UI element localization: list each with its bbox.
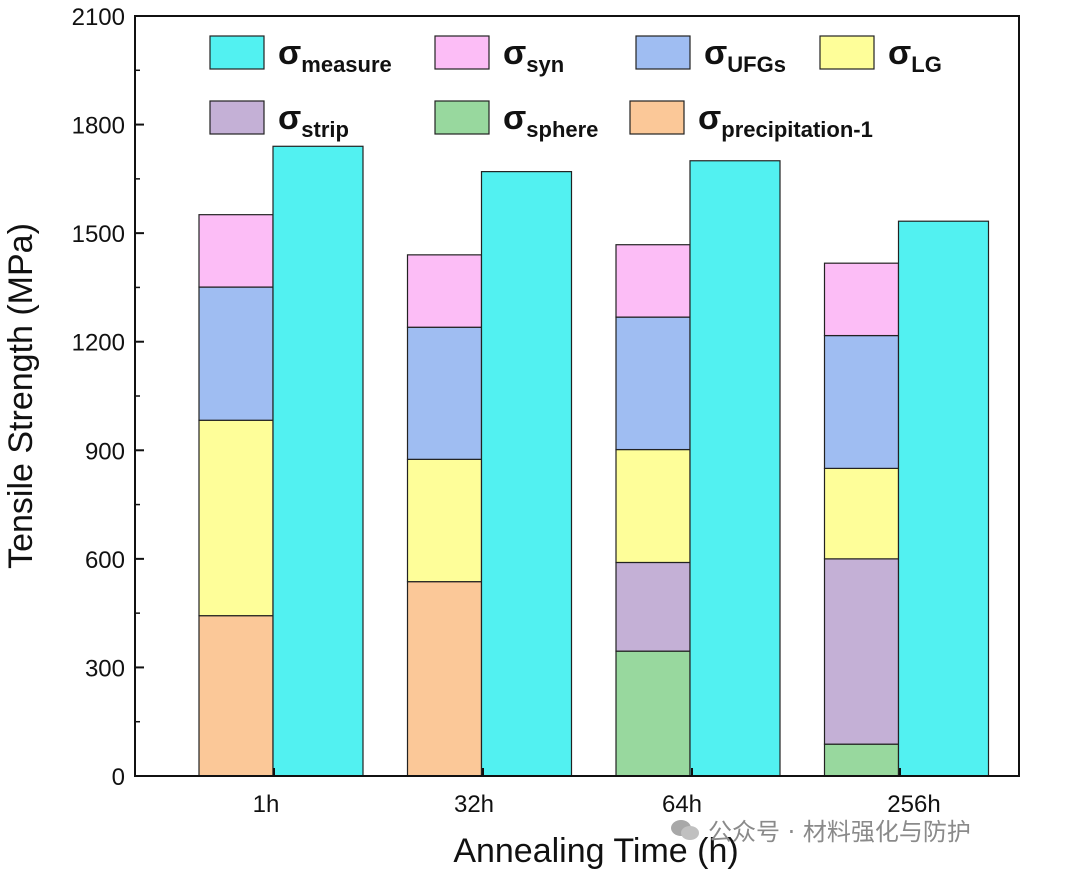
y-tick-label-300: 300: [85, 655, 125, 682]
bar-LG-64h: [615, 448, 691, 564]
bar-UFGs-64h: [615, 316, 691, 451]
watermark: 公众号 · 材料强化与防护: [670, 812, 971, 847]
legend-label-strip: σstrip: [278, 99, 349, 142]
y-tick-label-900: 900: [85, 438, 125, 465]
x-tick-label-64h: 64h: [662, 791, 702, 818]
legend-label-sphere: σsphere: [503, 99, 598, 142]
y-tick-label-600: 600: [85, 547, 125, 574]
bar-syn-64h: [615, 244, 691, 318]
y-axis-title: Tensile Strength (MPa): [2, 223, 40, 569]
bar-UFGs-1h: [198, 286, 274, 421]
bar-syn-32h: [406, 254, 483, 328]
legend-label-LG: σLG: [888, 34, 942, 77]
x-tick-label-256h: 256h: [887, 791, 940, 818]
y-tick-label-2100: 2100: [72, 4, 125, 31]
legend-swatch-measure: [209, 35, 265, 70]
watermark-text: 公众号 · 材料强化与防护: [708, 818, 971, 846]
legend-swatch-sphere: [434, 100, 490, 135]
y-tick-label-1800: 1800: [72, 113, 125, 140]
bar-LG-1h: [198, 419, 274, 617]
legend-swatch-syn: [434, 35, 490, 70]
bar-precipitation-1h: [198, 615, 274, 777]
bar-LG-256h: [823, 467, 900, 560]
legend-label-precipitation: σprecipitation-1: [698, 99, 873, 142]
bar-precipitation-32h: [406, 581, 483, 777]
bar-measure-32h: [480, 171, 573, 777]
bar-syn-1h: [198, 214, 274, 288]
bar-syn-256h: [823, 262, 900, 337]
x-tick-label-1h: 1h: [253, 791, 280, 818]
legend-label-measure: σmeasure: [278, 34, 392, 77]
bar-measure-1h: [272, 145, 364, 777]
bar-measure-64h: [689, 160, 781, 777]
y-tick-label-1500: 1500: [72, 221, 125, 248]
bar-LG-32h: [406, 458, 483, 583]
wechat-icon: [670, 818, 700, 842]
bar-UFGs-256h: [823, 334, 900, 469]
legend-swatch-strip: [209, 100, 265, 135]
x-axis: 1h 32h 64h 256h: [253, 768, 941, 818]
bar-sphere-256h: [823, 743, 900, 777]
y-tick-label-1200: 1200: [72, 330, 125, 357]
x-tick-label-32h: 32h: [454, 791, 494, 818]
legend-label-syn: σsyn: [503, 34, 564, 77]
legend-label-UFGs: σUFGs: [704, 34, 786, 77]
y-axis: 0 300 600 900 1200 1500 1800 2100: [72, 4, 144, 791]
legend-swatch-UFGs: [635, 35, 691, 70]
bars-layer: [198, 145, 990, 777]
legend-swatch-LG: [819, 35, 875, 70]
legend-swatch-precipitation: [629, 100, 685, 135]
bar-UFGs-32h: [406, 326, 483, 460]
bar-strip-256h: [823, 558, 900, 745]
bar-measure-256h: [897, 220, 990, 777]
bar-strip-64h: [615, 561, 691, 652]
bar-sphere-64h: [615, 650, 691, 777]
y-tick-label-0: 0: [112, 764, 125, 791]
legend: σmeasure σsyn σUFGs σLG σstrip σsphere σprecip…: [209, 34, 942, 142]
